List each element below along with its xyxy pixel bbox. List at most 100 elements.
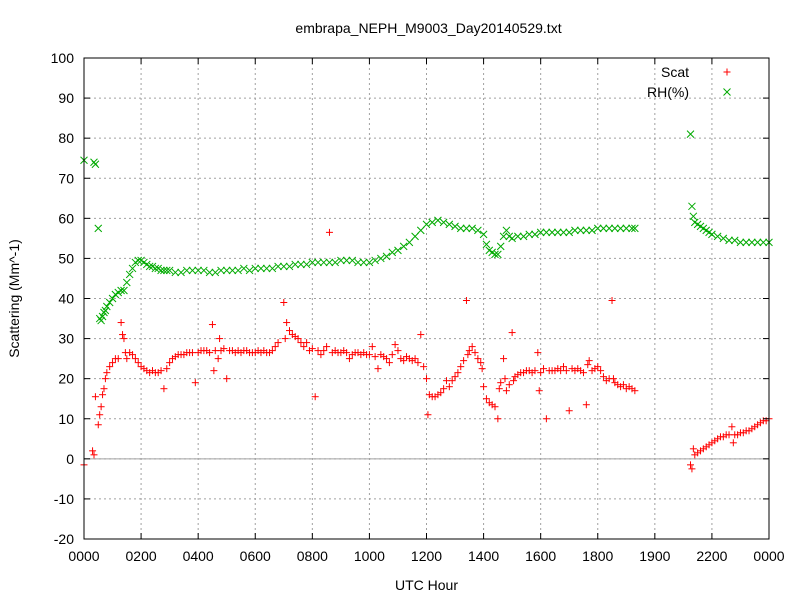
scat-point: [371, 353, 379, 361]
scat-point: [90, 451, 98, 459]
rh-point: [171, 268, 180, 277]
rh-point: [337, 256, 345, 265]
scat-point: [157, 367, 165, 375]
rh-point: [251, 264, 260, 273]
scat-point: [163, 365, 171, 373]
scat-point: [471, 349, 479, 357]
scat-point: [505, 381, 513, 389]
scat-point: [206, 349, 214, 357]
scat-point: [502, 387, 510, 395]
rh-point: [496, 242, 505, 251]
rh-point: [262, 264, 271, 273]
x-tick-label: 1800: [582, 548, 613, 564]
scat-point: [687, 461, 695, 469]
legend-label: RH(%): [647, 84, 689, 100]
y-tick-label: -20: [54, 531, 74, 547]
scat-point: [103, 369, 111, 377]
scat-point: [423, 375, 430, 383]
rh-point: [145, 262, 154, 271]
rh-point: [508, 234, 516, 243]
rh-point: [708, 230, 716, 239]
rh-point: [177, 268, 185, 277]
scat-point: [343, 349, 351, 357]
scat-point: [468, 343, 476, 351]
scat-point: [388, 351, 396, 359]
scat-point: [400, 357, 408, 365]
scat-point: [597, 367, 605, 375]
rh-point: [194, 266, 203, 275]
scat-point: [101, 375, 109, 383]
scat-point: [562, 367, 570, 375]
scat-point: [303, 339, 311, 347]
scat-point: [465, 347, 473, 355]
scat-point: [391, 341, 399, 349]
rh-point: [342, 256, 351, 265]
scat-point: [311, 393, 319, 401]
rh-point: [120, 286, 128, 295]
rh-point: [499, 232, 508, 241]
scat-point: [582, 401, 590, 409]
scat-point: [317, 351, 325, 359]
scat-point: [220, 345, 228, 353]
rh-point: [239, 264, 248, 273]
scat-point: [91, 393, 99, 401]
rh-point: [462, 224, 471, 233]
rh-point: [548, 228, 556, 237]
x-tick-label: 0800: [297, 548, 328, 564]
scat-point: [729, 439, 737, 447]
rh-point: [582, 226, 591, 235]
scat-point: [160, 385, 168, 393]
scat-point: [480, 383, 488, 391]
scat-point: [500, 355, 508, 363]
rh-point: [525, 230, 534, 239]
rh-point: [542, 228, 551, 237]
scat-point: [531, 367, 539, 375]
rh-point: [628, 224, 636, 233]
rh-point: [228, 266, 237, 275]
rh-point: [593, 224, 602, 233]
rh-point: [165, 266, 174, 275]
scat-point: [619, 381, 627, 389]
rh-point: [348, 256, 357, 265]
scat-point: [464, 351, 472, 359]
scat-point: [508, 329, 516, 337]
scat-point: [374, 365, 382, 373]
x-tick-label: 2200: [696, 548, 727, 564]
y-tick-label: 20: [58, 371, 74, 387]
scat-point: [631, 387, 639, 395]
rh-point: [291, 260, 300, 269]
scat-point: [281, 335, 289, 343]
rh-point: [268, 264, 277, 273]
scat-point: [608, 297, 616, 305]
x-tick-label: 0000: [753, 548, 784, 564]
rh-point: [222, 266, 231, 275]
rh-point: [565, 228, 574, 237]
scat-point: [123, 355, 131, 363]
scat-point: [462, 297, 470, 305]
rh-point: [97, 316, 105, 325]
scat-point: [89, 447, 97, 455]
scat-point: [214, 355, 222, 363]
scat-point: [117, 319, 125, 327]
axis-ticks: -20 -10 0 10 20 30 40 50 60 70 80 90 100 0000 0200 0400…: [51, 50, 785, 564]
rh-point: [217, 266, 225, 275]
scat-point: [534, 349, 542, 357]
rh-point: [134, 256, 143, 265]
rh-point: [188, 266, 197, 275]
scat-point: [294, 335, 302, 343]
scat-point: [166, 359, 174, 367]
rh-point: [205, 268, 214, 277]
scat-point: [478, 365, 486, 373]
rh-point: [122, 278, 131, 287]
scat-point: [474, 355, 482, 363]
scat-point: [325, 228, 333, 236]
scat-point: [119, 331, 127, 339]
rh-point: [713, 232, 722, 241]
rh-point: [599, 224, 608, 233]
rh-point: [257, 264, 265, 273]
rh-point: [274, 262, 282, 271]
rh-point: [285, 262, 294, 271]
rh-point: [325, 258, 334, 267]
scat-point: [365, 351, 373, 359]
rh-point: [519, 232, 528, 241]
